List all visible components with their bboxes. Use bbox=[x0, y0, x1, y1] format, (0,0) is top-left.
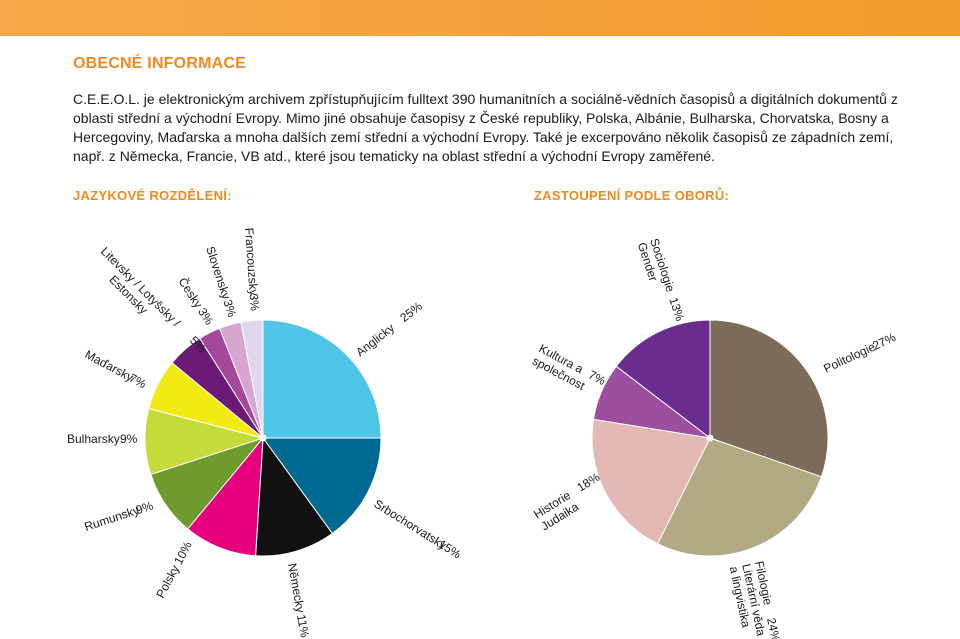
label-sociologie: SociologieGender bbox=[635, 237, 678, 298]
pie-slice-historie bbox=[591, 418, 711, 545]
pie-slice-filologie bbox=[657, 437, 823, 557]
intro-paragraph: C.E.E.O.L. je elektronickým archivem zpř… bbox=[73, 91, 898, 164]
language-chart-title: JAZYKOVÉ ROZDĚLENÍ: bbox=[73, 188, 232, 203]
label-francouzsky-value: 3% bbox=[247, 293, 262, 312]
page-title: OBECNÉ INFORMACE bbox=[73, 55, 246, 72]
label-slovensky-value: 3% bbox=[220, 298, 239, 319]
label-polsky-value: 10% bbox=[171, 539, 195, 567]
pie-slice-anglicky bbox=[262, 319, 382, 439]
label-madarsky: Maďarsky bbox=[83, 347, 136, 384]
language-pie bbox=[144, 319, 382, 557]
label-bulharsky-value: 9% bbox=[120, 432, 138, 446]
pie-slice-německy bbox=[255, 436, 334, 557]
field-pie bbox=[591, 319, 829, 557]
field-chart-title: ZASTOUPENÍ PODLE OBORŮ: bbox=[534, 188, 730, 203]
label-rumunsky-value: 9% bbox=[134, 498, 155, 517]
pie-center-dot bbox=[706, 434, 714, 442]
pie-center-dot bbox=[259, 434, 267, 442]
label-srbochorvatsky: Srbochorvatsky bbox=[371, 497, 449, 553]
label-anglicky-value: 25% bbox=[397, 299, 425, 325]
label-historie: HistorieJudaika bbox=[531, 488, 581, 534]
label-polsky: Polsky bbox=[153, 563, 182, 601]
pie-slice-francouzsky bbox=[240, 319, 264, 439]
label-rumunsky: Rumunsky bbox=[83, 503, 141, 534]
label-slovensky: Slovensky bbox=[203, 245, 233, 301]
label-kultura: Kultura aspolečnost bbox=[530, 341, 594, 393]
pie-slice-srbochorvatsky bbox=[262, 437, 382, 535]
label-nemecky: Německy bbox=[285, 562, 307, 614]
pie-slice-polsky bbox=[187, 436, 264, 557]
label-baltic: Litevsky / Lotyšsky / Estonsky bbox=[88, 244, 186, 342]
top-banner bbox=[0, 0, 960, 36]
label-srbochorvatsky-value: 15% bbox=[436, 537, 464, 562]
label-politologie: Politologie bbox=[821, 339, 877, 375]
pie-slice-sociologie bbox=[615, 319, 711, 440]
label-filologie-value: 24% bbox=[764, 616, 783, 639]
label-cesky-value: 3% bbox=[195, 305, 216, 327]
label-politologie-value: 27% bbox=[870, 330, 898, 353]
label-cesky: Česky bbox=[175, 274, 206, 310]
label-bulharsky: Bulharsky bbox=[67, 432, 120, 446]
label-anglicky: Anglicky bbox=[353, 321, 397, 360]
label-sociologie-value: 13% bbox=[666, 296, 687, 323]
label-francouzsky: Francouzsky bbox=[242, 227, 261, 296]
pie-slice-politologie bbox=[709, 319, 829, 478]
label-nemecky-value: 11% bbox=[294, 613, 312, 639]
